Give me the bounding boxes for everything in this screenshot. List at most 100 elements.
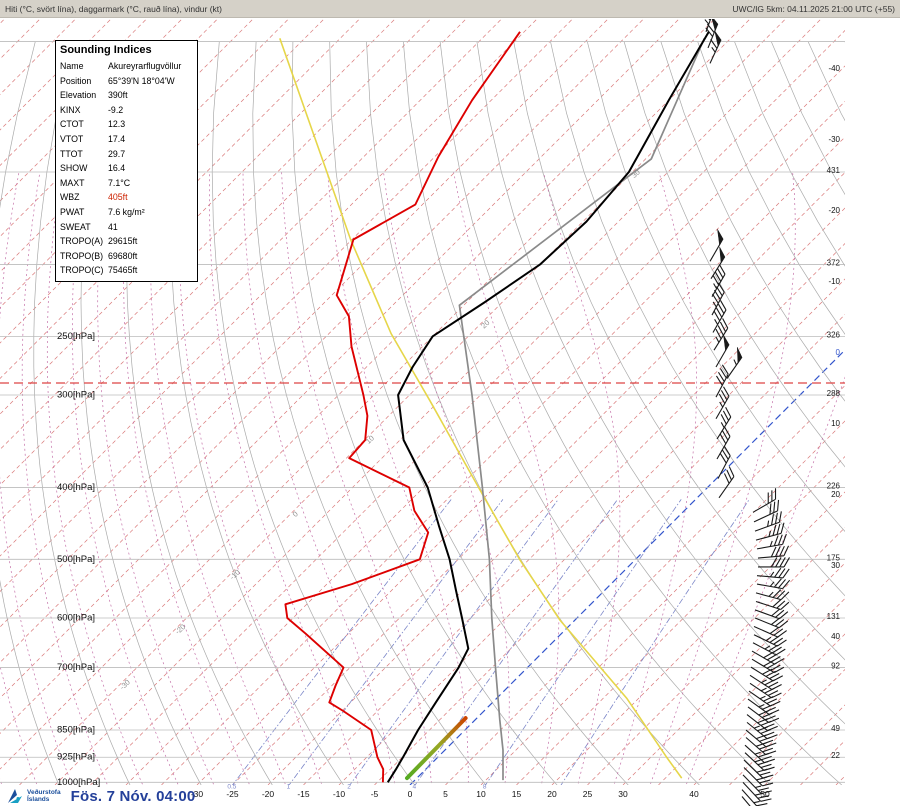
- isotherm-line: [267, 207, 845, 785]
- isotherm-line: [196, 136, 845, 785]
- wind-barb: [754, 608, 789, 620]
- wind-barb: [741, 796, 751, 806]
- pressure-axis-label: 400[hPa]: [57, 482, 95, 493]
- moist-adiabat: [242, 171, 396, 785]
- wind-barbs-layer: [704, 19, 791, 806]
- height-label: 226: [827, 482, 841, 491]
- bottom-temp-label: 50: [760, 789, 770, 799]
- vedurstofa-logo: [8, 789, 22, 803]
- wind-barb: [716, 426, 731, 460]
- wind-barb: [756, 578, 791, 590]
- bottom-temp-label: 0: [408, 789, 413, 799]
- logo-text-line1: Veðurstofa: [27, 789, 61, 796]
- wind-barb: [711, 282, 725, 316]
- isotherm-line: [0, 18, 610, 628]
- bottom-temp-label: -10: [333, 789, 346, 799]
- indices-row: SWEAT 41: [60, 221, 118, 232]
- pressure-axis-label: 850[hPa]: [57, 725, 95, 736]
- header-right-label: UWC/IG 5km: 04.11.2025 21:00 UTC (+55): [732, 3, 895, 14]
- dry-adiabat: [33, 41, 131, 785]
- dry-adiabat: [439, 41, 843, 785]
- dewpoint-curve: [284, 31, 521, 783]
- indices-row: TROPO(C) 75465ft: [60, 265, 138, 276]
- wind-barb: [705, 19, 719, 49]
- indices-row: WBZ 405ft: [60, 192, 128, 203]
- temperature-curve: [386, 31, 710, 783]
- bottom-temp-label: 30: [618, 789, 628, 799]
- wind-barb: [718, 466, 735, 499]
- wind-barb: [715, 364, 729, 398]
- bottom-temp-label: -25: [226, 789, 239, 799]
- height-label: 49: [831, 724, 840, 733]
- wind-barb: [712, 300, 727, 333]
- isotherm-line: [90, 30, 845, 785]
- indices-row: KINX -9.2: [60, 104, 124, 115]
- mixing-ratio-label: 8: [483, 784, 487, 791]
- dry-adiabat: [660, 41, 845, 402]
- isotherm-line: [19, 18, 787, 785]
- height-label: 431: [827, 166, 841, 175]
- right-temp-label: -10: [828, 277, 840, 286]
- pressure-axis-label: 500[hPa]: [57, 554, 95, 565]
- header-bar: Hiti (°C, svört lína), daggarmark (°C, r…: [0, 0, 900, 18]
- height-label: 288: [827, 389, 841, 398]
- logo-text: Veðurstofa Íslands: [27, 789, 61, 803]
- bottom-temp-label: -20: [262, 789, 275, 799]
- wind-barb: [715, 386, 730, 420]
- wind-barb: [717, 446, 731, 479]
- axis-labels-layer: 250[hPa] 300[hPa] 400[hPa] 500[hPa] 600[hPa]…: [57, 64, 841, 799]
- wind-barb: [709, 30, 722, 64]
- wind-barb: [755, 522, 785, 541]
- dry-adiabat: [0, 41, 60, 785]
- isotherm-line: [0, 18, 539, 557]
- wind-barb: [744, 744, 775, 764]
- height-label: 131: [827, 612, 841, 621]
- indices-rows: Name Akureyrarflugvöllur Position 65°39'N 1…: [56, 59, 197, 278]
- indices-row: CTOT 12.3: [60, 119, 126, 130]
- isotherm-line: [161, 101, 845, 785]
- indices-row: VTOT 17.4: [60, 133, 126, 144]
- dry-adiabat: [80, 41, 202, 785]
- wind-barb: [753, 625, 787, 638]
- isotherm-line: [303, 243, 845, 785]
- yellow-reference-line: [279, 38, 683, 779]
- pressure-axis-label: 300[hPa]: [57, 390, 95, 401]
- pressure-axis-label: 1000[hPa]: [57, 777, 100, 788]
- right-temp-label: 10: [831, 419, 840, 428]
- dry-adiabat: [402, 41, 772, 785]
- isotherm-line: [374, 314, 845, 785]
- wind-barb: [711, 264, 726, 297]
- dry-adiabat: [586, 41, 845, 532]
- footer-bar: Veðurstofa Íslands Fös. 7 Nóv. 04:00: [0, 784, 430, 808]
- isotherm-line: [338, 278, 845, 785]
- bottom-temp-label: 25: [583, 789, 593, 799]
- mixing-ratio-label: 0.5: [227, 784, 236, 791]
- wind-barb: [704, 19, 712, 32]
- wind-barb: [716, 407, 732, 440]
- wind-barb: [753, 499, 780, 523]
- curves-layer: [279, 31, 710, 783]
- right-temp-label: 30: [831, 561, 840, 570]
- isotherm-line: [232, 172, 845, 785]
- mixing-ratio-line: [349, 499, 559, 785]
- wind-barb: [709, 229, 724, 262]
- wind-barb: [741, 789, 768, 806]
- bottom-temp-label: -5: [371, 789, 379, 799]
- dry-adiabat: [329, 41, 629, 785]
- pressure-axis-label: 600[hPa]: [57, 612, 95, 623]
- wind-barb: [757, 545, 790, 559]
- height-label: 92: [831, 662, 840, 671]
- indices-row: SHOW 16.4: [60, 163, 126, 174]
- right-temp-label: -40: [828, 64, 840, 73]
- bottom-temp-label: 5: [443, 789, 448, 799]
- dry-adiabat: [476, 41, 845, 725]
- dry-adiabat: [513, 41, 845, 661]
- isotherm-line: [0, 18, 716, 734]
- dry-adiabat: [211, 41, 416, 785]
- bottom-temp-label: -15: [297, 789, 310, 799]
- grid-layer: [0, 18, 845, 785]
- height-label: 372: [827, 259, 841, 268]
- height-label: 326: [827, 330, 841, 339]
- indices-row: TROPO(A) 29615ft: [60, 236, 138, 247]
- isotherm-line: [54, 18, 823, 785]
